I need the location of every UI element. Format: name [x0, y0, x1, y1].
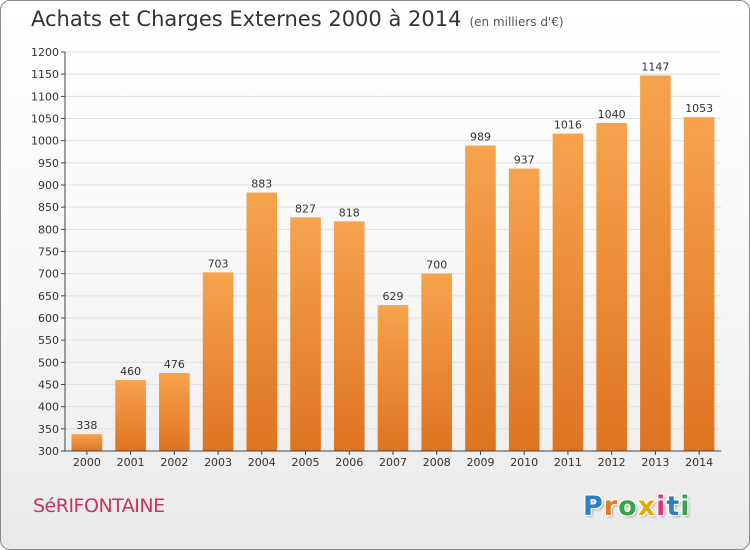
y-tick-label: 1050 — [31, 113, 59, 126]
logo-letter: i — [656, 491, 667, 522]
logo-letter: o — [618, 491, 638, 522]
y-tick-label: 700 — [38, 268, 59, 281]
y-tick-label: 350 — [38, 423, 59, 436]
bar-2014 — [683, 117, 715, 452]
y-tick-label: 650 — [38, 290, 59, 303]
bar-2005 — [290, 217, 321, 451]
y-tick-labels: 300 350 400 450 500 550 600 650 700 750 800 850 900 9… — [31, 46, 59, 458]
logo-letter: i — [680, 491, 691, 522]
value-label: 1040 — [598, 108, 626, 121]
value-label: 338 — [76, 419, 97, 432]
bar-2012 — [596, 122, 627, 451]
x-tick-label: 2000 — [73, 456, 101, 469]
value-label: 700 — [426, 259, 447, 272]
y-tick-label: 950 — [38, 157, 59, 170]
bar-2009 — [465, 145, 496, 451]
value-label: 629 — [383, 290, 404, 303]
bar-2002 — [159, 372, 190, 451]
value-label: 883 — [251, 178, 272, 191]
bar-2011 — [552, 133, 584, 451]
y-tick-label: 1200 — [31, 46, 59, 59]
bar-2006 — [333, 221, 365, 451]
bar-2003 — [202, 272, 234, 451]
y-tick-label: 800 — [38, 223, 59, 236]
x-tick-label: 2002 — [160, 456, 188, 469]
chart-unit: (en milliers d'€) — [469, 15, 564, 29]
y-tick-label: 550 — [38, 334, 59, 347]
x-tick-label: 2009 — [466, 456, 494, 469]
y-tick-label: 750 — [38, 246, 59, 259]
y-tick-label: 900 — [38, 179, 59, 192]
x-tick-label: 2003 — [204, 456, 232, 469]
value-label: 460 — [120, 365, 141, 378]
value-label: 937 — [514, 154, 535, 167]
y-tick-label: 1150 — [31, 68, 59, 81]
logo-letter: P — [583, 491, 604, 522]
value-label: 703 — [208, 257, 229, 270]
bar-2008 — [421, 273, 453, 451]
chart-title-block: Achats et Charges Externes 2000 à 2014 (e… — [31, 7, 564, 31]
value-label: 1147 — [641, 60, 669, 73]
bar-2001 — [115, 380, 146, 451]
value-label: 827 — [295, 202, 316, 215]
bars — [71, 75, 715, 455]
x-tick-label: 2006 — [335, 456, 363, 469]
value-label: 1016 — [554, 119, 582, 132]
value-label: 989 — [470, 131, 491, 144]
x-tick-label: 2010 — [510, 456, 538, 469]
proxiti-logo: Proxiti — [583, 491, 691, 522]
x-tick-label: 2011 — [554, 456, 582, 469]
logo-letter: t — [666, 491, 681, 522]
x-tick-label: 2014 — [685, 456, 713, 469]
y-tick-label: 1100 — [31, 90, 59, 103]
y-tick-label: 450 — [38, 379, 59, 392]
x-tick-labels: 2000 2001 2002 2003 2004 2005 2006 2007 2008 2009… — [73, 456, 713, 469]
x-tick-label: 2001 — [117, 456, 145, 469]
y-tick-label: 300 — [38, 445, 59, 458]
bar-2000 — [71, 434, 103, 451]
x-tick-label: 2007 — [379, 456, 407, 469]
logo-letter: x — [637, 491, 657, 522]
x-tick-label: 2013 — [641, 456, 669, 469]
chart-title: Achats et Charges Externes 2000 à 2014 — [31, 7, 462, 31]
axes — [64, 52, 721, 452]
x-tick-label: 2004 — [248, 456, 276, 469]
value-label: 818 — [339, 206, 360, 219]
bar-2010 — [508, 168, 540, 451]
x-tick-label: 2012 — [598, 456, 626, 469]
y-tick-label: 1000 — [31, 135, 59, 148]
logo-letter: r — [603, 491, 619, 522]
bar-2013 — [640, 75, 671, 451]
value-labels: 338 460 476 703 883 827 818 629 700 989 937 1016 104… — [76, 60, 713, 432]
value-label: 1053 — [685, 102, 713, 115]
x-tick-label: 2005 — [292, 456, 320, 469]
x-tick-label: 2008 — [423, 456, 451, 469]
bar-2004 — [246, 192, 278, 451]
y-tick-label: 850 — [38, 201, 59, 214]
bar-2007 — [377, 305, 409, 451]
y-tick-label: 400 — [38, 401, 59, 414]
value-label: 476 — [164, 358, 185, 371]
y-tick-label: 500 — [38, 356, 59, 369]
y-tick-label: 600 — [38, 312, 59, 325]
commune-name: SéRIFONTAINE — [33, 495, 165, 517]
